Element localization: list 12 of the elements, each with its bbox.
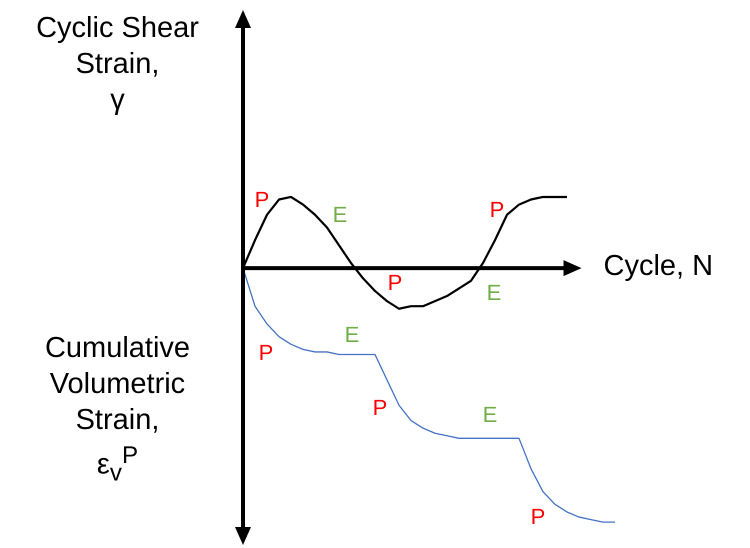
annotation: P	[388, 270, 402, 295]
annotation: E	[344, 322, 360, 347]
annotation: E	[486, 280, 502, 305]
annotation: P	[258, 340, 274, 365]
annotation: P	[530, 504, 546, 529]
annotation: E	[482, 402, 498, 427]
annotation: E	[332, 202, 348, 227]
annotation: P	[490, 197, 504, 222]
y-axis-title: Cyclic Shear Strain, γ	[35, 11, 200, 118]
annotation: P	[372, 395, 388, 420]
x-axis-title: Cycle, N	[604, 250, 714, 284]
annotation: P	[254, 187, 270, 212]
